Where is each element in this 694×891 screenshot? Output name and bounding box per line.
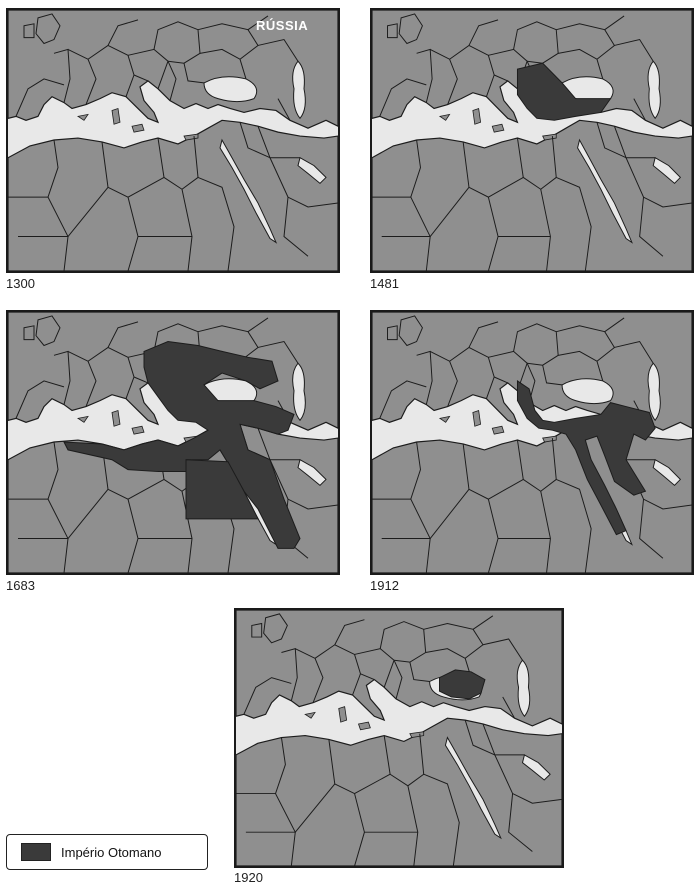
map-frame: [234, 608, 564, 868]
map-panel-1912: [370, 310, 694, 575]
russia-label: RÚSSIA: [256, 18, 309, 33]
year-label-1683: 1683: [6, 578, 35, 593]
map-frame: [6, 8, 340, 273]
map-1300: [8, 10, 338, 271]
year-label-1912: 1912: [370, 578, 399, 593]
empire-territory: [516, 380, 656, 536]
empire-territory: [63, 341, 301, 549]
map-panel-1683: [6, 310, 340, 575]
map-panel-1920: [234, 608, 564, 868]
empire-territory: [439, 669, 486, 700]
map-frame: [6, 310, 340, 575]
map-1481: [372, 10, 692, 271]
year-label-1920: 1920: [234, 870, 263, 885]
dark-swatch-icon: [21, 843, 51, 861]
map-1912: [372, 312, 692, 573]
map-frame: [370, 310, 694, 575]
year-label-1300: 1300: [6, 276, 35, 291]
map-1683: [8, 312, 338, 573]
empire-territory: [516, 62, 612, 121]
year-label-1481: 1481: [370, 276, 399, 291]
map-1920: [236, 610, 562, 866]
legend: Império Otomano: [6, 834, 208, 870]
map-panel-1481: [370, 8, 694, 273]
map-frame: [370, 8, 694, 273]
map-panel-1300: RÚSSIA: [6, 8, 340, 273]
legend-label: Império Otomano: [61, 844, 162, 860]
